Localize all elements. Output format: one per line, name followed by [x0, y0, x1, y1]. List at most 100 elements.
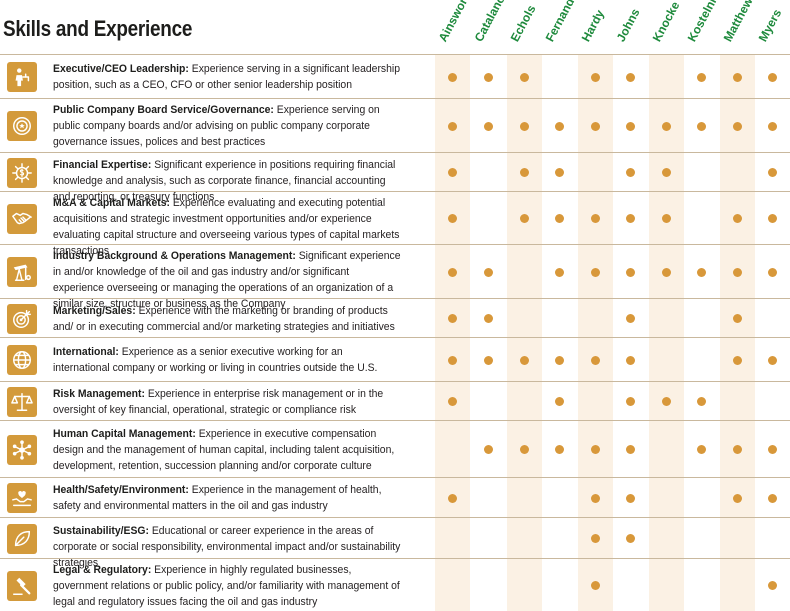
- row-divider: [0, 98, 790, 99]
- skill-dot: [554, 355, 564, 365]
- skill-row: Marketing/Sales: Experience with the mar…: [0, 298, 790, 337]
- skill-description: Significant experience in and/or knowled…: [53, 250, 401, 310]
- skill-dot: [767, 168, 777, 177]
- skill-dot: [767, 581, 777, 590]
- skill-dot: [625, 314, 635, 323]
- skill-row: International: Experience as a senior ex…: [0, 337, 790, 381]
- skill-text: International: Experience as a senior ex…: [53, 344, 402, 376]
- skill-dot: [590, 267, 600, 277]
- skill-dot: [519, 355, 529, 365]
- column-band: [719, 54, 755, 611]
- skill-text: Financial Expertise: Significant experie…: [53, 157, 402, 205]
- skill-dot: [661, 214, 671, 223]
- skill-dot: [447, 493, 457, 503]
- people-network-icon: [7, 434, 37, 465]
- row-divider: [0, 558, 790, 559]
- skill-name: Legal & Regulatory:: [53, 563, 152, 576]
- skill-name: Public Company Board Service/Governance:: [53, 104, 274, 116]
- skill-dot: [590, 355, 600, 365]
- skill-dot: [767, 121, 777, 131]
- skill-dot: [554, 214, 564, 223]
- scales-icon: [7, 386, 37, 417]
- skill-name: International:: [53, 346, 119, 358]
- skill-dot: [661, 168, 671, 177]
- skill-dot: [519, 445, 529, 454]
- skill-name: Financial Expertise:: [53, 158, 152, 171]
- skill-name: Health/Safety/Environment:: [53, 484, 189, 496]
- skill-description: Experience in executive compensation des…: [53, 427, 395, 472]
- skill-name: Executive/CEO Leadership:: [53, 63, 189, 75]
- skill-row: Health/Safety/Environment: Experience in…: [0, 477, 790, 517]
- row-divider: [0, 381, 790, 382]
- skill-dot: [696, 267, 706, 277]
- globe-icon: [7, 345, 37, 375]
- skill-dot: [519, 214, 529, 223]
- skill-dot: [767, 72, 777, 82]
- skill-description: Educational or career experience in the …: [53, 524, 401, 569]
- skill-dot: [625, 534, 635, 543]
- row-divider: [0, 420, 790, 421]
- skill-text: M&A & Capital Markets: Experience evalua…: [53, 195, 402, 259]
- skill-text: Health/Safety/Environment: Experience in…: [53, 482, 402, 514]
- skill-dot: [519, 72, 529, 82]
- skill-dot: [767, 214, 777, 223]
- skill-dot: [483, 314, 493, 323]
- director-name: Ainsworth: [435, 0, 476, 44]
- skill-row: Sustainability/ESG: Educational or caree…: [0, 517, 790, 569]
- skill-dot: [483, 355, 493, 365]
- gavel-icon: [7, 570, 37, 601]
- skill-dot: [447, 397, 457, 406]
- oil-pump-icon: [7, 257, 37, 287]
- skill-row: Human Capital Management: Experience in …: [0, 420, 790, 477]
- skill-dot: [767, 445, 777, 454]
- row-divider: [0, 152, 790, 153]
- skill-dot: [625, 355, 635, 365]
- skill-row: Public Company Board Service/Governance:…: [0, 98, 790, 152]
- skill-row: Risk Management: Experience in enterpris…: [0, 381, 790, 420]
- skill-dot: [483, 121, 493, 131]
- director-name: Myers: [755, 6, 785, 45]
- row-divider: [0, 337, 790, 338]
- skill-dot: [732, 267, 742, 277]
- skill-dot: [767, 493, 777, 503]
- skill-text: Executive/CEO Leadership: Experience ser…: [53, 61, 402, 93]
- skill-dot: [554, 445, 564, 454]
- skill-dot: [625, 214, 635, 223]
- skill-dot: [661, 121, 671, 131]
- skill-dot: [696, 445, 706, 454]
- skill-dot: [519, 121, 529, 131]
- skill-dot: [590, 581, 600, 590]
- skill-description: Experience evaluating and executing pote…: [53, 196, 400, 257]
- director-name: Johns: [613, 6, 643, 45]
- director-name: Fernandez: [542, 0, 584, 45]
- skill-dot: [447, 214, 457, 223]
- finance-gear-icon: [7, 157, 37, 188]
- column-band: [506, 54, 542, 611]
- skill-dot: [732, 493, 742, 503]
- skill-dot: [590, 72, 600, 82]
- skill-description: Experience serving in a significant lead…: [53, 63, 400, 91]
- skill-dot: [625, 397, 635, 406]
- skill-dot: [590, 214, 600, 223]
- skill-dot: [483, 267, 493, 277]
- skill-dot: [732, 355, 742, 365]
- skill-dot: [554, 397, 564, 406]
- skill-dot: [696, 397, 706, 406]
- governance-badge-icon: [7, 111, 37, 141]
- skill-name: Industry Background & Operations Managem…: [53, 250, 296, 262]
- skill-row: Executive/CEO Leadership: Experience ser…: [0, 54, 790, 98]
- skill-text: Marketing/Sales: Experience with the mar…: [53, 303, 402, 335]
- skill-name: Sustainability/ESG:: [53, 524, 149, 537]
- skill-dot: [767, 267, 777, 277]
- skill-text: Risk Management: Experience in enterpris…: [53, 386, 402, 418]
- skill-name: Marketing/Sales:: [53, 304, 136, 317]
- column-band: [648, 54, 684, 611]
- skill-dot: [732, 121, 742, 131]
- skill-dot: [590, 534, 600, 543]
- skill-description: Experience with the marketing or brandin…: [53, 304, 395, 333]
- skill-name: M&A & Capital Markets:: [53, 196, 170, 209]
- row-divider: [0, 298, 790, 299]
- skill-dot: [661, 397, 671, 406]
- skill-row: M&A & Capital Markets: Experience evalua…: [0, 191, 790, 257]
- skill-dot: [447, 121, 457, 131]
